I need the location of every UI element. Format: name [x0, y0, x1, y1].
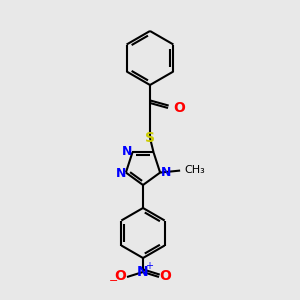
Text: O: O	[159, 269, 171, 283]
Text: CH₃: CH₃	[184, 165, 205, 175]
Text: O: O	[173, 101, 185, 115]
Text: N: N	[137, 265, 149, 279]
Text: −: −	[109, 276, 119, 286]
Text: N: N	[116, 167, 126, 180]
Text: +: +	[145, 261, 153, 271]
Text: O: O	[114, 269, 126, 283]
Text: N: N	[122, 145, 133, 158]
Text: N: N	[161, 166, 171, 179]
Text: S: S	[145, 131, 155, 145]
